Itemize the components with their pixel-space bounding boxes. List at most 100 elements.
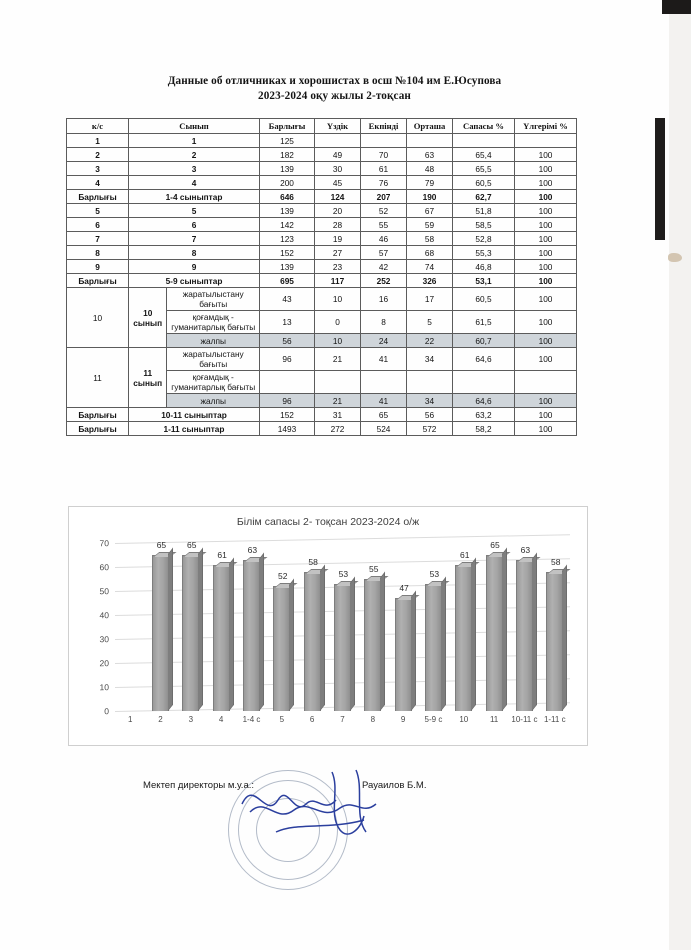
bar-slot: 55 (358, 543, 388, 711)
cell-total: 43 (259, 287, 315, 311)
cell-total: 142 (259, 217, 315, 232)
y-axis-tick-label: 60 (99, 562, 109, 573)
cell-excellent: 117 (314, 273, 361, 288)
table-row: 7 7 123 19 46 58 52,8 100 (66, 231, 577, 246)
cell-ks: 11 (66, 347, 129, 408)
x-axis-tick-label: 10 (459, 715, 469, 724)
bar-slot: 63 (509, 543, 539, 711)
cell-average: 48 (406, 161, 453, 176)
cell-progress: 100 (514, 259, 577, 274)
cell-excellent: 30 (314, 161, 361, 176)
cell-direction: жаратылыстану бағыты (166, 287, 260, 311)
cell-direction: жалпы (166, 333, 260, 348)
cell-progress: 100 (514, 310, 577, 334)
cell-average: 190 (406, 189, 453, 204)
cell-excellent: 21 (314, 347, 361, 371)
cell-good: 24 (360, 333, 407, 348)
cell-good: 55 (360, 217, 407, 232)
chart-bar: 63 (515, 545, 533, 711)
bar-value-label: 53 (338, 568, 349, 579)
cell-class: 8 (128, 245, 260, 260)
bar-slot: 53 (418, 543, 448, 711)
cell-progress: 100 (514, 231, 577, 246)
chart-bar: 52 (273, 571, 291, 711)
bar-slot: 58 (297, 543, 327, 711)
signature-role-label: Мектеп директоры м.у.а.: (143, 780, 255, 791)
table-row: Барлығы 10-11 сыныптар 152 31 65 56 63,2 100 (66, 407, 577, 422)
cell-average: 5 (406, 310, 453, 334)
cell-excellent: 23 (314, 259, 361, 274)
cell-ks: 5 (66, 203, 129, 218)
cell-total: 1493 (259, 421, 315, 436)
y-axis-tick-label: 50 (99, 586, 109, 597)
cell-total: 152 (259, 407, 315, 422)
chart-bar: 61 (212, 550, 230, 711)
cell-total: 646 (259, 189, 315, 204)
cell-ks: 4 (66, 175, 129, 190)
bar-value-label: 53 (429, 568, 440, 579)
cell-good: 70 (360, 147, 407, 162)
cell-quality: 60,5 (452, 175, 515, 190)
cell-class: 1 (128, 133, 260, 148)
cell-progress: 100 (514, 203, 577, 218)
table-header-row: к/с Сынып Барлығы Үздік Екпінді Орташа С… (66, 118, 577, 134)
bar-slot: 65 (145, 540, 175, 711)
cell-average: 56 (406, 407, 453, 422)
cell-ks: Барлығы (66, 189, 129, 204)
x-axis-tick-label: 10-11 с (511, 715, 538, 724)
x-axis-tick-label: 8 (370, 715, 376, 724)
chart-bar: 65 (151, 540, 169, 711)
cell-progress: 100 (514, 333, 577, 348)
cell-total: 56 (259, 333, 315, 348)
table-body: 1 1 125 2 2 182 49 70 63 65,4 100 3 3 139 30 61 48 65,5 10… (66, 133, 577, 436)
cell-class: 6 (128, 217, 260, 232)
cell-excellent: 27 (314, 245, 361, 260)
cell-average: 34 (406, 347, 453, 371)
y-axis-tick-label: 70 (99, 538, 109, 549)
cell-progress: 100 (514, 147, 577, 162)
header-quality: Сапасы % (452, 118, 515, 134)
x-axis-tick-label: 11 (489, 715, 499, 724)
cell-excellent: 0 (314, 310, 361, 334)
cell-good: 65 (360, 407, 407, 422)
cell-class: 1-4 сыныптар (128, 189, 260, 204)
cell-total (259, 370, 315, 394)
chart-title: Білім сапасы 2- тоқсан 2023-2024 о/ж (236, 516, 420, 528)
cell-ks: Барлығы (66, 421, 129, 436)
chart-bar: 61 (455, 550, 473, 711)
cell-total: 139 (259, 203, 315, 218)
bar-slot (115, 543, 145, 711)
cell-direction: жаратылыстану бағыты (166, 347, 260, 371)
cell-ks: 7 (66, 231, 129, 246)
cell-good: 41 (360, 347, 407, 371)
cell-progress: 100 (514, 407, 577, 422)
x-axis-tick-label: 7 (340, 715, 345, 724)
cell-progress: 100 (514, 245, 577, 260)
bar-slot: 65 (479, 540, 509, 711)
cell-good: 252 (360, 273, 407, 288)
cell-progress: 100 (514, 347, 577, 371)
table-row: 10 10 сынып жаратылыстану бағыты 43 10 16 17 60… (66, 287, 577, 348)
cell-average: 74 (406, 259, 453, 274)
x-axis-tick-label: 5-9 с (424, 715, 443, 724)
document-title: Данные об отличниках и хорошистах в осш … (0, 74, 669, 104)
x-axis-tick-label: 3 (188, 715, 194, 724)
cell-excellent: 21 (314, 393, 361, 408)
x-axis-tick-label: 2 (158, 715, 163, 724)
header-progress: Үлгерімі % (514, 118, 577, 134)
table-row: 9 9 139 23 42 74 46,8 100 (66, 259, 577, 274)
cell-excellent (314, 133, 361, 148)
bar-value-label: 47 (399, 583, 409, 594)
cell-quality: 58,2 (452, 421, 515, 436)
cell-quality: 60,7 (452, 333, 515, 348)
x-axis-tick-label: 6 (309, 715, 315, 724)
chart-bars: 65 65 61 63 52 58 53 55 47 53 61 65 63 58 (115, 540, 570, 711)
table-row: 1 1 125 (66, 133, 577, 148)
scanner-edge-right (669, 0, 691, 950)
header-total: Барлығы (259, 118, 315, 134)
cell-good: 57 (360, 245, 407, 260)
cell-excellent: 49 (314, 147, 361, 162)
bar-value-label: 58 (550, 556, 561, 567)
table-row: 8 8 152 27 57 68 55,3 100 (66, 245, 577, 260)
cell-progress (514, 133, 577, 148)
